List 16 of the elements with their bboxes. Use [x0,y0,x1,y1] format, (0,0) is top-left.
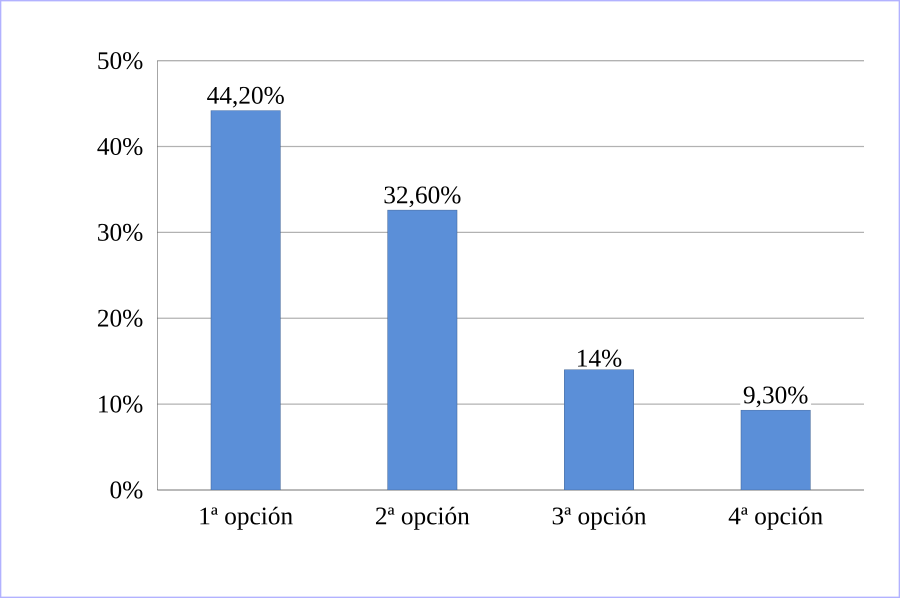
x-tick-label: 2ª opción [376,506,470,530]
x-tick-label: 4ª opción [728,506,823,530]
data-label: 14% [578,350,622,367]
x-tick-label: 3ª opción [552,506,646,530]
y-tick-label: 50% [98,52,142,70]
y-tick-label: 0% [110,481,142,499]
bar [210,110,281,490]
x-tick-label: 1ª opción [200,506,293,530]
y-tick-label: 30% [98,224,142,241]
data-label: 32,60% [384,186,461,208]
y-tick-label: 40% [97,138,142,156]
y-tick-label: 10% [99,396,142,413]
y-tick-label: 20% [98,310,142,327]
data-label: 44,20% [207,86,284,108]
data-label: 9,30% [744,386,808,408]
bar [387,210,458,490]
